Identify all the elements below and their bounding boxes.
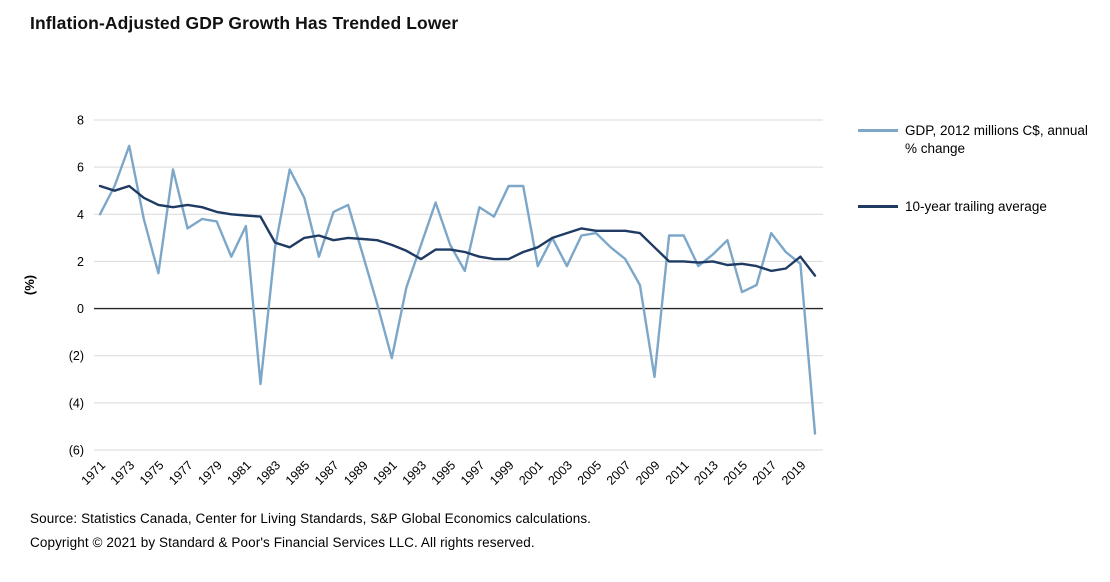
y-tick-label: 4 [77,208,84,222]
x-tick-label: 1999 [487,458,517,488]
copyright-note: Copyright © 2021 by Standard & Poor's Fi… [30,535,535,550]
x-tick-label: 1983 [254,458,284,488]
x-tick-label: 2003 [545,458,575,488]
x-tick-label: 1981 [224,458,254,488]
x-tick-label: 1971 [79,458,109,488]
x-tick-label: 1987 [312,458,342,488]
x-tick-label: 1985 [283,458,313,488]
page-title: Inflation-Adjusted GDP Growth Has Trende… [30,13,459,33]
x-tick-label: 1993 [400,458,430,488]
y-tick-label: (6) [69,444,84,458]
x-tick-label: 2007 [604,458,634,488]
x-tick-label: 1977 [166,458,196,488]
x-tick-label: 1989 [341,458,371,488]
source-note: Source: Statistics Canada, Center for Li… [30,511,592,526]
legend-item-gdp: GDP, 2012 millions C$, annual % change [858,122,1103,158]
x-tick-label: 1975 [137,458,167,488]
x-tick-label: 2019 [779,458,809,488]
x-tick-label: 1973 [108,458,138,488]
x-tick-label: 2013 [691,458,721,488]
chart-area: 8 6 4 2 0 (2) (4) (6) 1971 1973 1975 1977 1979 1981 19… [0,95,840,500]
legend-label-average: 10-year trailing average [905,199,1047,215]
legend: GDP, 2012 millions C$, annual % change 1… [858,122,1103,217]
y-tick-label: 2 [77,255,84,269]
x-tick-label: 2015 [721,458,751,488]
y-tick-label: 0 [77,302,84,316]
average-line-swatch [858,205,898,209]
x-tick-label: 2017 [750,458,780,488]
y-tick-label: (4) [69,396,84,410]
footer: Source: Statistics Canada, Center for Li… [30,511,591,559]
legend-item-average: 10-year trailing average [858,198,1103,216]
x-tick-label: 2011 [663,458,692,487]
y-axis-title: (%) [22,275,37,295]
x-tick-label: 2001 [516,458,546,488]
y-tick-label: (2) [69,349,84,363]
x-tick-label: 1995 [429,458,459,488]
x-tick-label: 1991 [370,458,400,488]
x-tick-label: 2005 [575,458,605,488]
x-tick-label: 1979 [195,458,225,488]
legend-label-gdp: GDP, 2012 millions C$, annual % change [905,123,1088,157]
average-series-line [98,184,817,277]
gdp-series-line [98,144,817,435]
y-tick-label: 8 [77,114,84,128]
x-tick-label: 1997 [458,458,488,488]
y-tick-label: 6 [77,161,84,175]
x-tick-label: 2009 [633,458,663,488]
gdp-line-swatch [858,129,898,132]
